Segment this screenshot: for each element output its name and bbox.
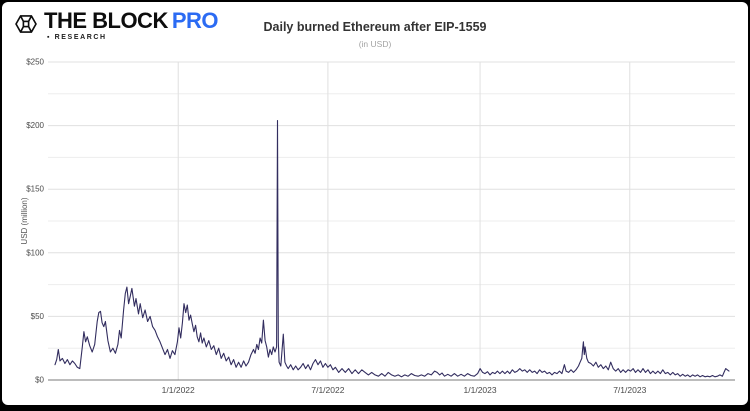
chart-card: THE BLOCK PRO ▪ RESEARCH Daily burned Eth…	[2, 2, 748, 405]
y-tick-label: $100	[26, 248, 44, 257]
chart-subtitle: (in USD)	[358, 39, 392, 49]
the-block-logo: THE BLOCK PRO ▪ RESEARCH	[13, 8, 219, 42]
y-tick-label: $150	[26, 185, 44, 194]
y-tick-label: $50	[31, 312, 45, 321]
brand-pro: PRO	[171, 8, 219, 33]
y-tick-label: $250	[26, 58, 44, 67]
the-block-logo-icon	[15, 15, 37, 33]
x-tick-label: 7/1/2022	[311, 385, 344, 395]
brand-research-label: ▪ RESEARCH	[47, 34, 107, 41]
x-tick-label: 1/1/2023	[464, 385, 497, 395]
x-tick-label: 1/1/2022	[162, 385, 195, 395]
brand-the-block: THE BLOCK	[44, 8, 168, 33]
y-axis-title: USD (million)	[20, 197, 29, 244]
chart-title: Daily burned Ethereum after EIP-1559	[263, 20, 487, 34]
y-tick-label: $200	[26, 121, 44, 130]
brand-text: THE BLOCK PRO ▪ RESEARCH	[44, 8, 219, 42]
burn-line-series	[54, 119, 730, 378]
y-tick-label: $0	[35, 376, 44, 385]
x-tick-label: 7/1/2023	[613, 385, 646, 395]
